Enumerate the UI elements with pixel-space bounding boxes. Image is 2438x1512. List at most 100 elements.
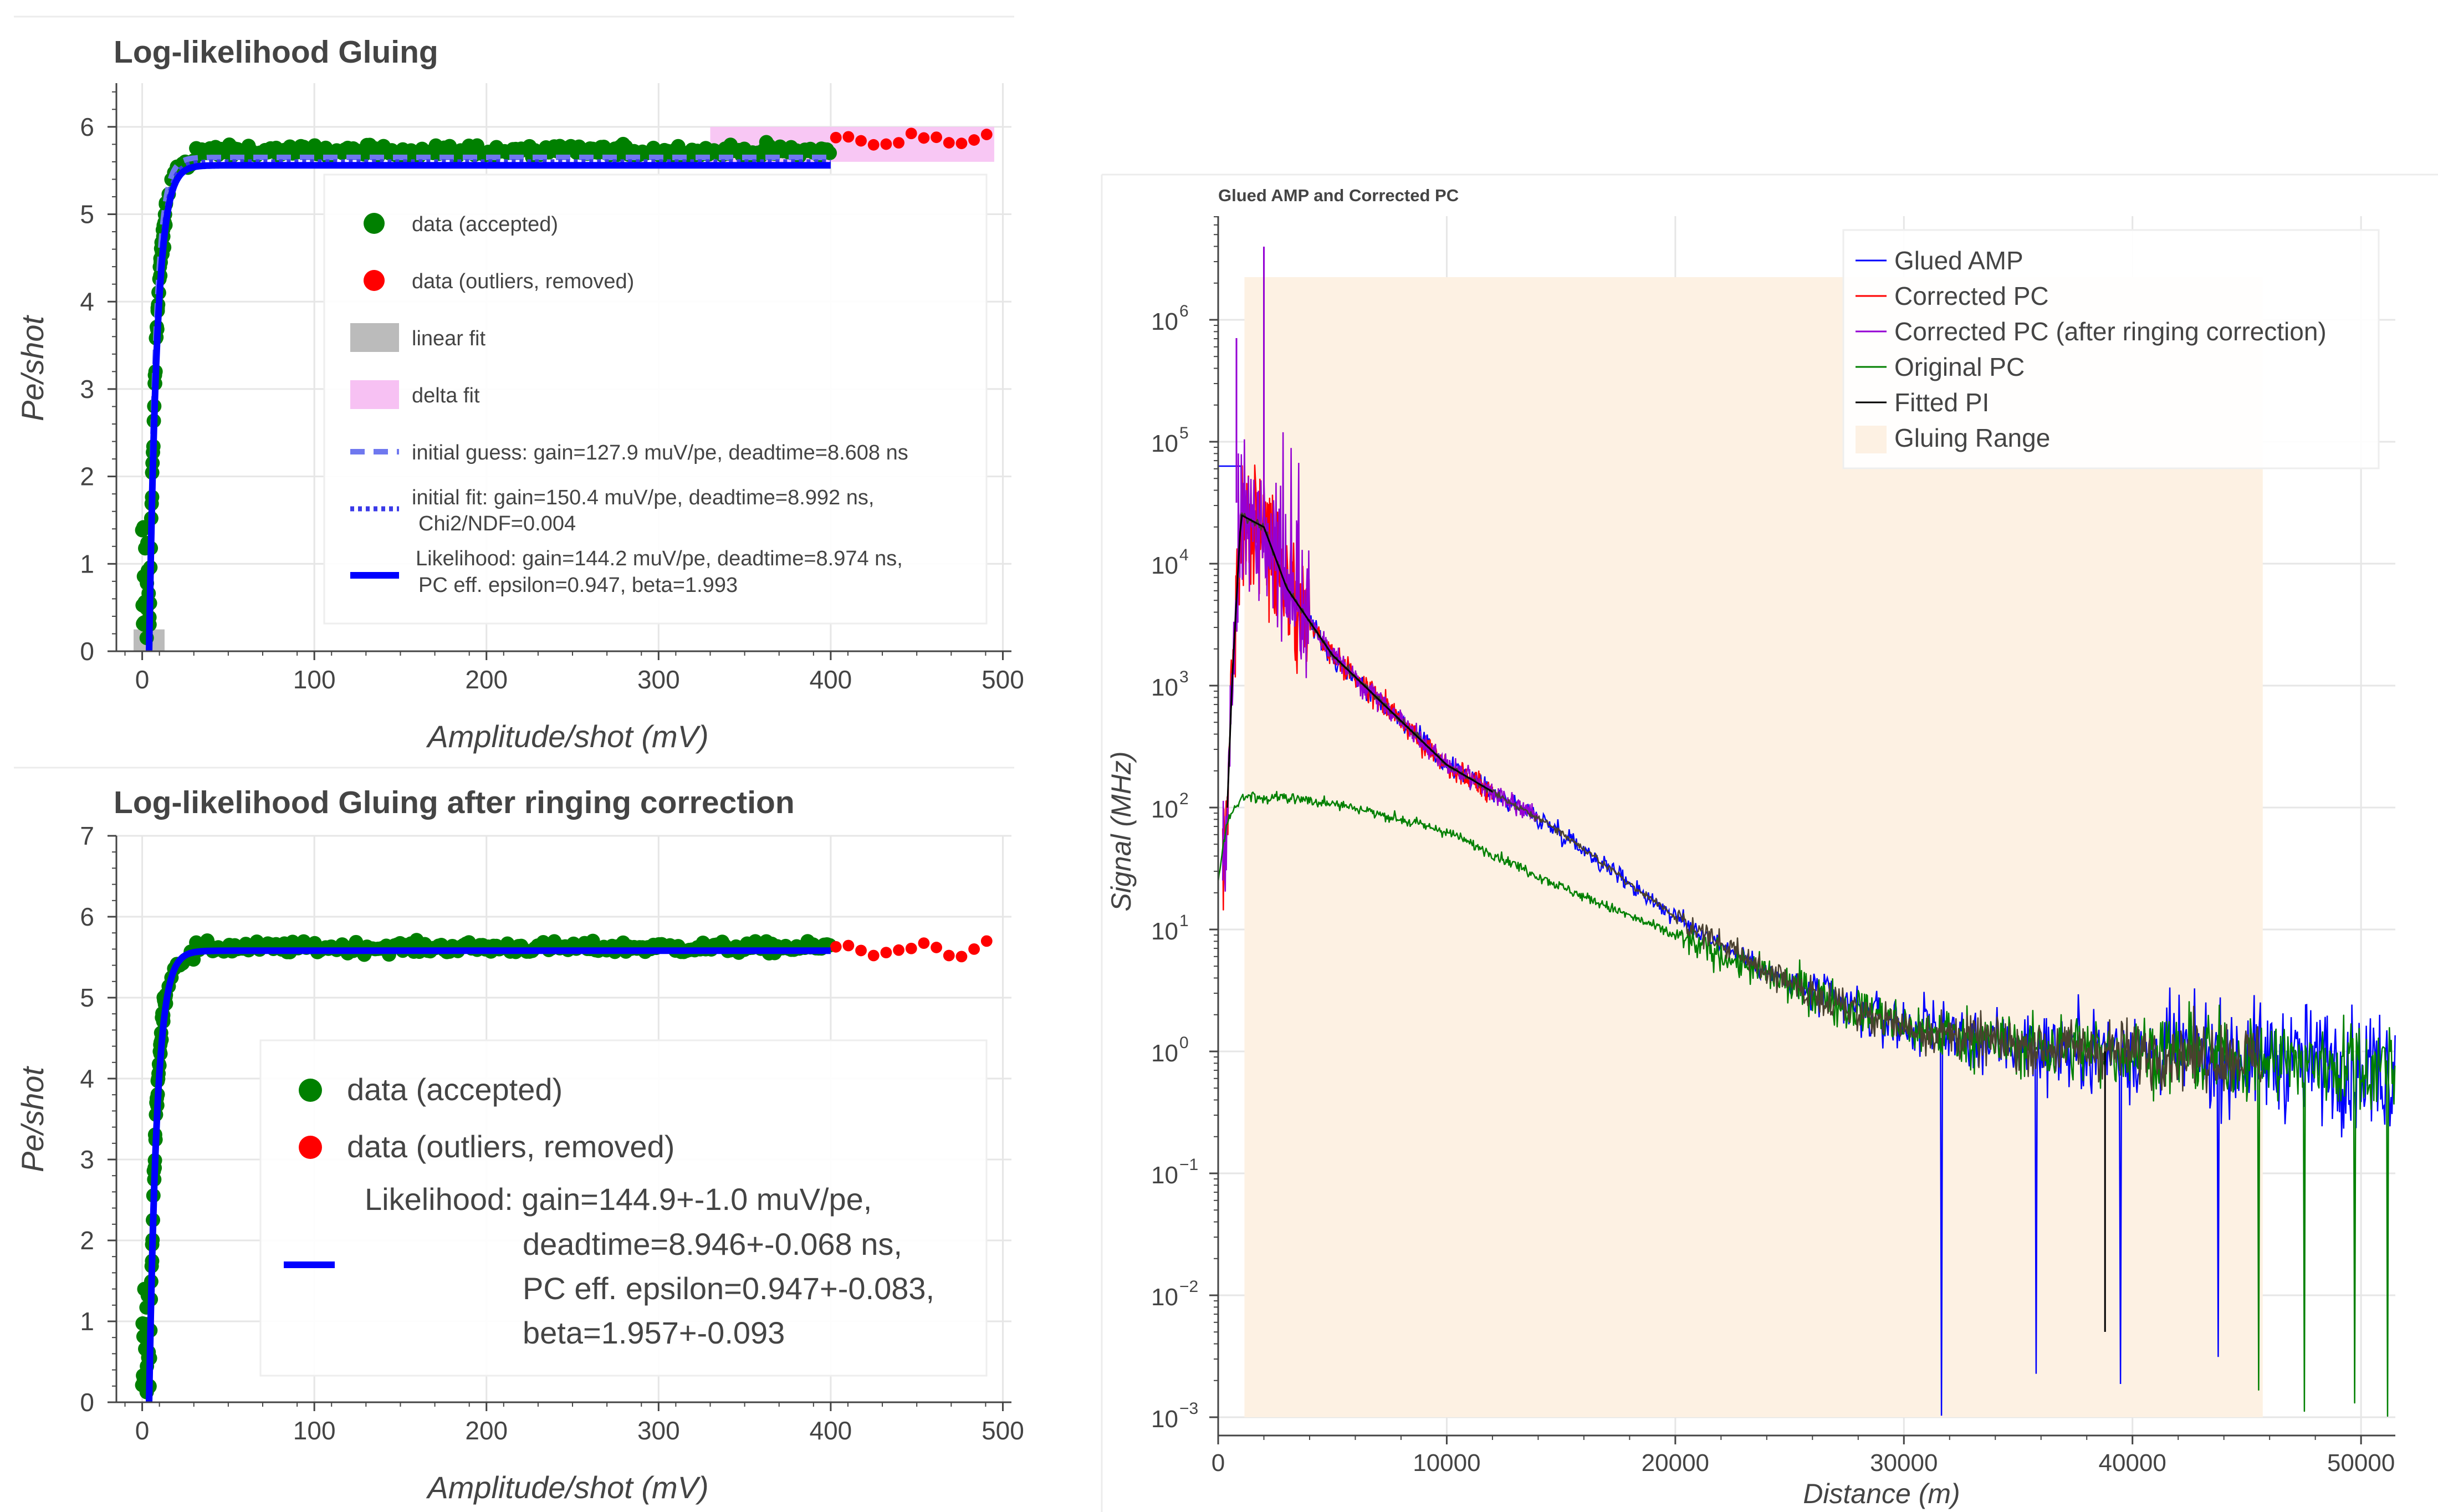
outlier-point bbox=[905, 942, 917, 954]
signal-series bbox=[1217, 247, 2396, 1417]
legend-box bbox=[1842, 229, 2380, 469]
legend-likelihood-label-2: deadtime=8.946+-0.068 ns, bbox=[523, 1227, 902, 1261]
legend-outlier-label: data (outliers, removed) bbox=[412, 270, 634, 293]
legend: data (accepted) data (outliers, removed)… bbox=[259, 1039, 988, 1377]
outlier-point bbox=[855, 944, 867, 957]
x-axis-label: Distance (m) bbox=[1803, 1478, 1960, 1509]
legend-likelihood-label-4: beta=1.957+-0.093 bbox=[523, 1315, 785, 1350]
y-tick-label: 7 bbox=[80, 821, 94, 850]
x-axis-label: Amplitude/shot (mV) bbox=[426, 719, 708, 754]
y-tick-label: 0 bbox=[80, 1388, 94, 1417]
legend-accepted-label: data (accepted) bbox=[347, 1072, 563, 1107]
fit-lines bbox=[146, 947, 831, 1403]
y-tick-label-base: 10 bbox=[1151, 552, 1178, 579]
y-tick-label: 5 bbox=[80, 983, 94, 1012]
y-tick-label-exponent: 2 bbox=[1179, 790, 1189, 808]
outlier-point bbox=[931, 942, 942, 953]
y-tick-label-exponent: 6 bbox=[1179, 302, 1189, 320]
axes: 0 100 200 300 400 500 0 1 2 3 4 5 6 bbox=[80, 83, 1024, 694]
x-tick-label: 20000 bbox=[1642, 1449, 1709, 1477]
outlier-point bbox=[842, 131, 855, 143]
outlier-point bbox=[867, 949, 880, 962]
axes: 0 100 200 300 400 500 0 1 2 3 4 5 6 7 bbox=[80, 821, 1024, 1445]
legend-corrected-pc-label: Corrected PC bbox=[1894, 282, 2049, 310]
outlier-point bbox=[842, 939, 855, 952]
y-tick-label: 3 bbox=[80, 375, 94, 403]
x-tick-label: 0 bbox=[135, 1416, 150, 1445]
y-tick-label-exponent: −2 bbox=[1179, 1278, 1198, 1296]
outlier-point bbox=[943, 137, 955, 149]
legend-accepted-marker bbox=[299, 1079, 322, 1102]
y-tick-label-exponent: 3 bbox=[1179, 668, 1189, 686]
panel-loglik-gluing: Log-likelihood Gluing 0 100 200 300 400 500 0 1… bbox=[15, 34, 1024, 754]
outlier-point bbox=[880, 138, 892, 150]
y-axis-label: Signal (MHz) bbox=[1106, 752, 1137, 912]
legend-likelihood-label: Likelihood: gain=144.2 muV/pe, deadtime=… bbox=[416, 547, 903, 570]
legend: data (accepted) data (outliers, removed)… bbox=[323, 173, 988, 625]
y-tick-label-exponent: 1 bbox=[1179, 912, 1189, 930]
y-tick-label: 5 bbox=[80, 200, 94, 229]
x-tick-label: 100 bbox=[293, 1416, 336, 1445]
legend-outlier-marker bbox=[364, 270, 385, 291]
y-tick-label-base: 10 bbox=[1151, 918, 1178, 945]
legend-likelihood-label: Likelihood: gain=144.9+-1.0 muV/pe, bbox=[365, 1182, 872, 1217]
fit-lines bbox=[146, 155, 831, 652]
legend-outlier-marker bbox=[299, 1136, 322, 1159]
legend-initial-guess-label: initial guess: gain=127.9 muV/pe, deadti… bbox=[412, 441, 908, 464]
legend-outlier-label: data (outliers, removed) bbox=[347, 1129, 674, 1164]
legend-delta-fit-label: delta fit bbox=[412, 384, 480, 407]
chart-title: Glued AMP and Corrected PC bbox=[1218, 186, 1459, 205]
y-axis-label: Pe/shot bbox=[15, 1066, 50, 1172]
outlier-point bbox=[893, 944, 904, 956]
legend-original-pc-label: Original PC bbox=[1894, 353, 2025, 381]
y-tick-label-exponent: −3 bbox=[1179, 1399, 1198, 1418]
legend-likelihood-label-3: PC eff. epsilon=0.947+-0.083, bbox=[523, 1271, 934, 1306]
y-tick-label: 2 bbox=[80, 462, 94, 491]
legend-initial-fit-label: initial fit: gain=150.4 muV/pe, deadtime… bbox=[412, 486, 874, 509]
legend-delta-fit-swatch bbox=[350, 380, 399, 409]
y-tick-label: 1 bbox=[80, 1307, 94, 1336]
x-tick-label: 300 bbox=[637, 1416, 680, 1445]
y-tick-label-exponent: 0 bbox=[1179, 1034, 1189, 1052]
outlier-point bbox=[893, 137, 904, 149]
x-tick-label: 500 bbox=[982, 1416, 1024, 1445]
legend-accepted-label: data (accepted) bbox=[412, 213, 558, 236]
legend-gluing-range-swatch bbox=[1856, 426, 1887, 453]
legend-gluing-range-label: Gluing Range bbox=[1894, 423, 2050, 452]
likelihood-fit-curve bbox=[146, 162, 831, 652]
y-tick-label: 6 bbox=[80, 113, 94, 141]
outlier-point bbox=[955, 951, 968, 963]
x-tick-label: 500 bbox=[982, 665, 1024, 694]
x-tick-label: 50000 bbox=[2327, 1449, 2395, 1477]
outlier-point bbox=[968, 943, 980, 955]
x-tick-label: 200 bbox=[465, 1416, 508, 1445]
y-tick-label: 2 bbox=[80, 1226, 94, 1255]
panel-loglik-gluing-ringing: Log-likelihood Gluing after ringing corr… bbox=[15, 785, 1024, 1505]
outlier-point bbox=[918, 132, 930, 144]
x-tick-label: 400 bbox=[810, 665, 852, 694]
legend-box bbox=[323, 173, 988, 625]
chart-title: Log-likelihood Gluing after ringing corr… bbox=[114, 785, 795, 820]
y-tick-label: 4 bbox=[80, 287, 94, 316]
legend-box bbox=[259, 1039, 988, 1377]
outlier-point bbox=[980, 935, 993, 947]
y-tick-label-base: 10 bbox=[1151, 430, 1178, 457]
y-tick-label-base: 10 bbox=[1151, 674, 1178, 701]
fitted-pi-smooth bbox=[1226, 514, 1493, 808]
legend-likelihood-label-2: PC eff. epsilon=0.947, beta=1.993 bbox=[418, 574, 738, 597]
y-tick-label-base: 10 bbox=[1151, 1406, 1178, 1433]
legend-fitted-pi-label: Fitted PI bbox=[1894, 388, 1989, 417]
outlier-point bbox=[918, 937, 930, 949]
y-tick-label-base: 10 bbox=[1151, 308, 1178, 335]
y-tick-label-base: 10 bbox=[1151, 796, 1178, 823]
x-tick-label: 300 bbox=[637, 665, 680, 694]
outlier-point bbox=[830, 941, 842, 953]
y-tick-label-exponent: 4 bbox=[1179, 546, 1189, 564]
legend-linear-fit-swatch bbox=[350, 323, 399, 352]
y-tick-label-base: 10 bbox=[1151, 1284, 1178, 1311]
initial-guess-curve bbox=[146, 155, 831, 643]
y-tick-label: 4 bbox=[80, 1064, 94, 1093]
legend-accepted-marker bbox=[364, 213, 385, 234]
